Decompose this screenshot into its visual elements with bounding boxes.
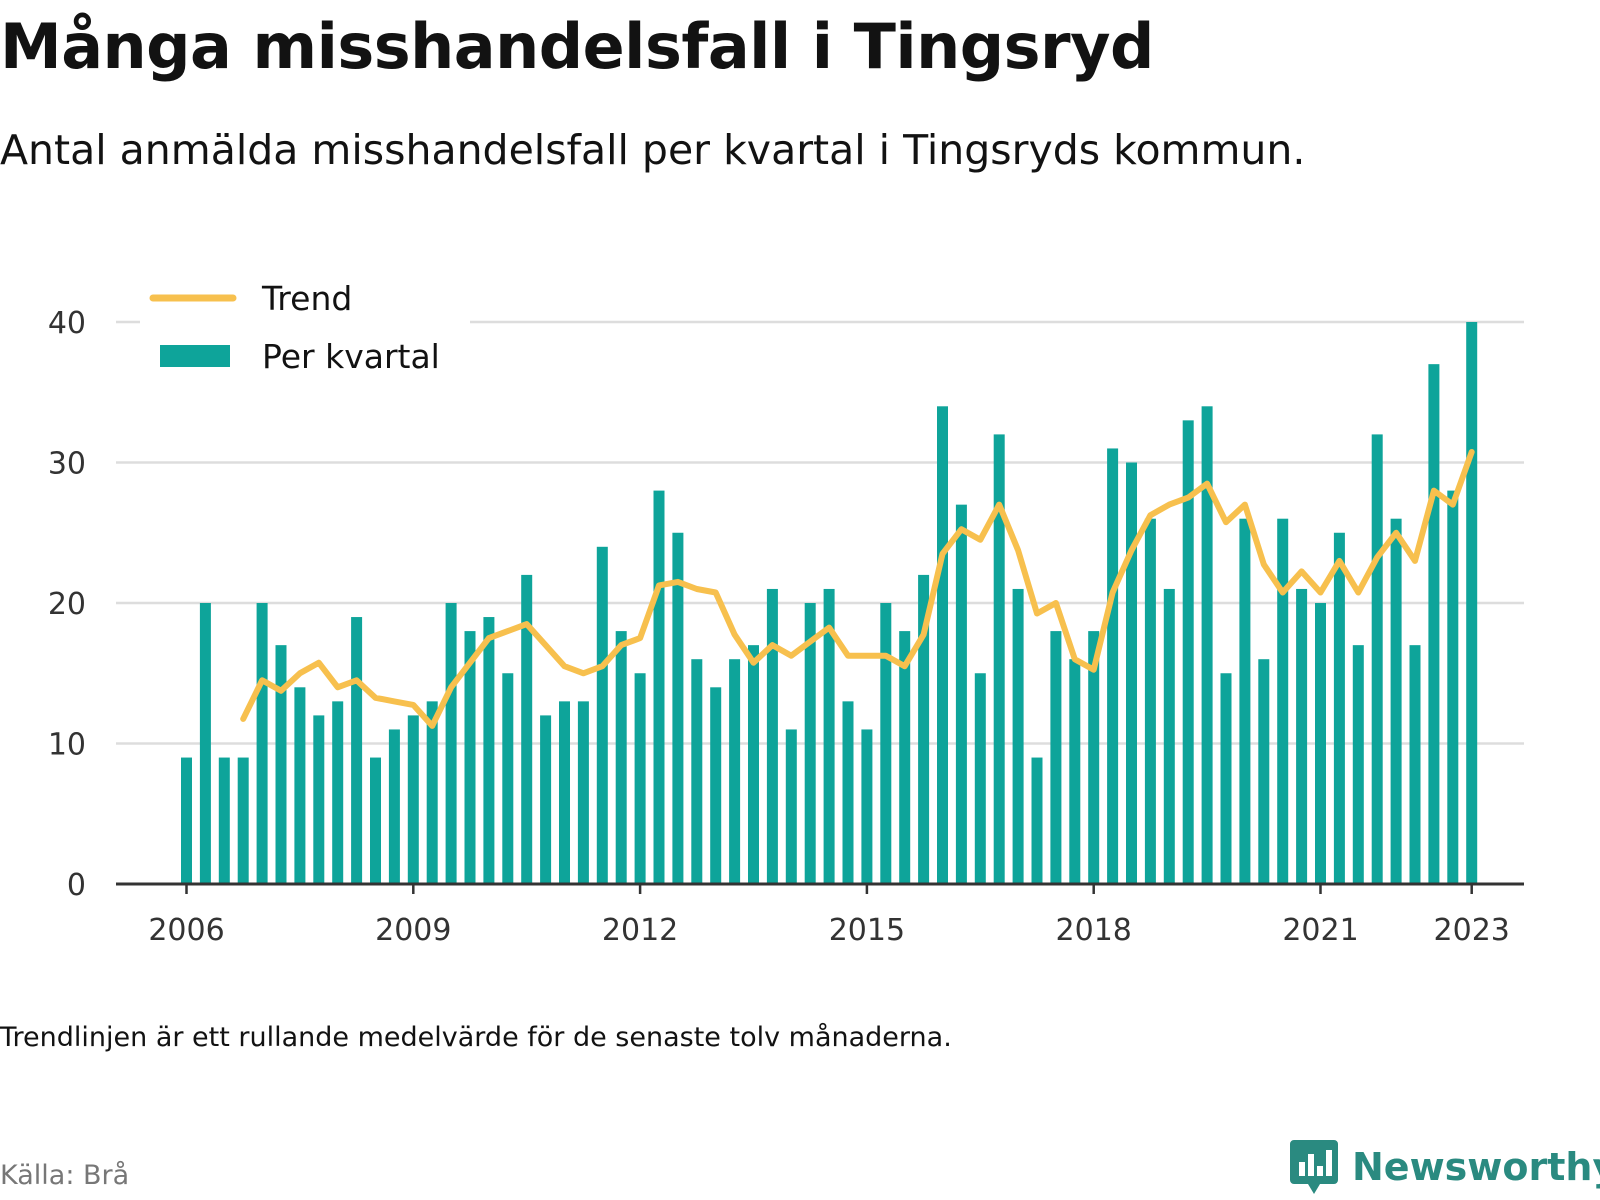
bar [729,659,741,884]
bar [899,631,911,884]
bar [1466,322,1478,884]
x-tick-label: 2021 [1282,913,1358,948]
bar [351,617,363,884]
trend-series [240,449,1475,729]
bar [1144,518,1156,884]
bar [1163,588,1175,884]
chart-subtitle: Antal anmälda misshandelsfall per kvarta… [0,126,1306,174]
bar [1428,364,1440,884]
bar [672,532,684,884]
legend-bars-label: Per kvartal [262,337,440,376]
bar [407,715,419,884]
bar [559,701,570,884]
bar [1352,645,1364,884]
bar [181,757,192,884]
bar [766,588,778,884]
bar [1012,588,1024,884]
bar [1088,631,1100,884]
bar [804,603,816,884]
bar [880,603,892,884]
bar [1277,518,1289,884]
bar [710,687,722,884]
bar [426,701,438,884]
bar [615,631,627,884]
bar [1390,518,1402,884]
bar [445,603,457,884]
bar [634,673,646,884]
y-axis-labels: 0 10 20 30 40 [48,306,86,903]
bar [237,757,249,884]
brand-logo: Newsworthy [1290,1140,1600,1194]
x-tick-label: 2006 [148,913,224,948]
x-tick-label: 2023 [1434,913,1510,948]
legend: Trend Per kvartal [140,262,470,382]
y-tick-label: 30 [48,447,86,482]
bar [993,434,1005,884]
bar [691,659,703,884]
bar [256,603,268,884]
trend-line [240,449,1475,729]
bar [918,574,930,884]
bar [313,715,325,884]
bar [483,617,495,884]
x-tick-label: 2018 [1056,913,1132,948]
bar [218,757,230,884]
bar [1069,659,1081,884]
bar [1182,420,1194,884]
bar [332,701,344,884]
bar [1409,645,1421,884]
x-tick-label: 2015 [829,913,905,948]
y-tick-label: 40 [48,306,86,341]
newsworthy-logo-icon [1290,1140,1338,1194]
bar [596,546,608,884]
legend-trend-label: Trend [261,279,352,318]
bar [1107,448,1119,884]
bar [1239,518,1251,884]
y-tick-label: 20 [48,587,86,622]
bar [388,729,400,884]
bar [199,603,211,884]
bar [370,757,381,884]
bar [1447,490,1459,884]
chart-title: Många misshandelsfall i Tingsryd [0,10,1154,83]
bar [1258,659,1270,884]
bar [861,729,873,884]
bar [937,406,948,884]
x-tick-label: 2009 [375,913,451,948]
grid-lines [116,320,1524,745]
bar-series [181,322,1478,884]
bar [823,588,835,884]
x-axis: 2006 2009 2012 2015 2018 2021 2023 [116,882,1524,948]
chart-area: 0 10 20 30 40 2006 2009 2012 2015 2018 2021 2023 T… [47,262,1524,948]
bar [1201,406,1213,884]
bar [974,673,986,884]
bar [1315,603,1326,884]
bar [785,729,797,884]
legend-bars-swatch [160,345,230,367]
bar [1126,462,1137,884]
bar [502,673,514,884]
y-tick-label: 0 [67,868,86,903]
bar [842,701,854,884]
source-credit: Källa: Brå [0,1160,130,1191]
bar [294,687,306,884]
bar [653,490,665,884]
chart-note: Trendlinjen är ett rullande medelvärde f… [0,1022,952,1053]
bar [1050,631,1062,884]
bar [464,631,476,884]
bar [1333,532,1345,884]
bar [955,504,967,884]
bar [540,715,552,884]
bar [275,645,287,884]
bar [521,574,533,884]
y-tick-label: 10 [48,728,86,763]
x-tick-label: 2012 [602,913,678,948]
bar [1371,434,1383,884]
bar [748,645,759,884]
bar [1031,757,1043,884]
bar [1296,588,1308,884]
bar [577,701,589,884]
bar [1220,673,1232,884]
brand-name: Newsworthy [1352,1145,1600,1189]
